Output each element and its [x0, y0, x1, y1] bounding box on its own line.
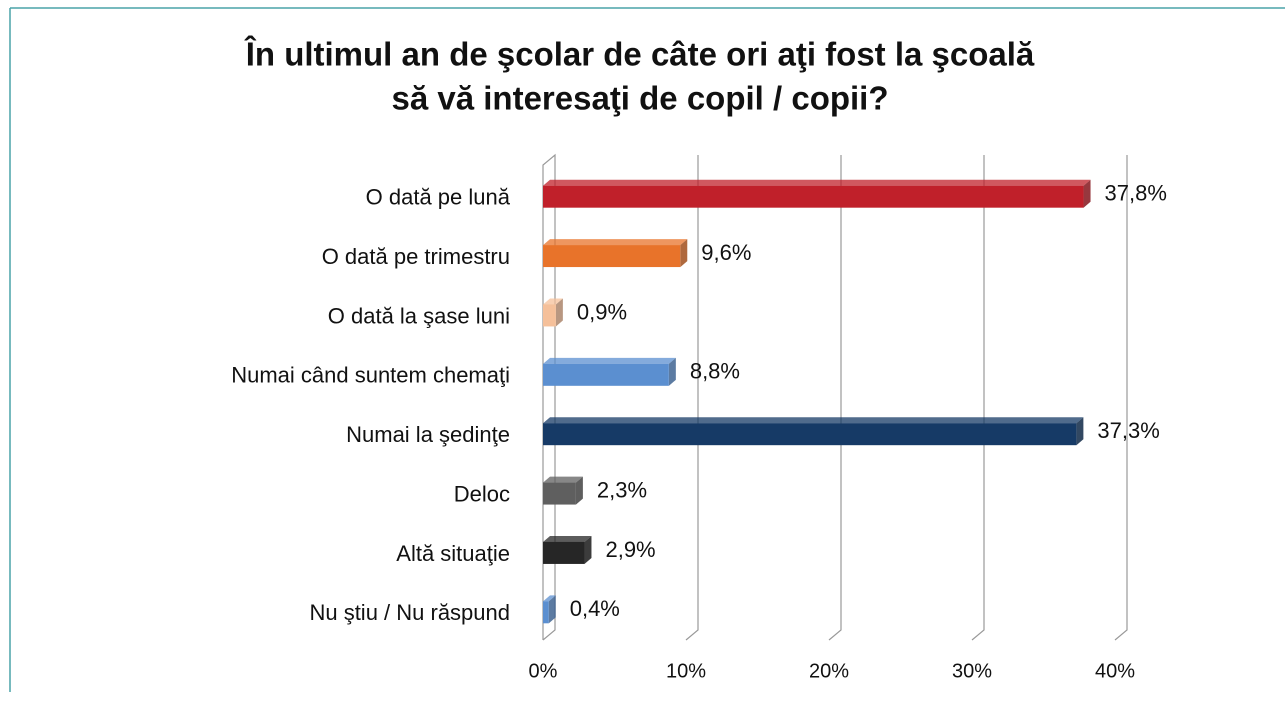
bar-face: [584, 535, 592, 564]
bar-face: [1083, 179, 1091, 208]
bar: [543, 179, 1091, 208]
bar: [543, 239, 688, 268]
bar: [543, 595, 556, 624]
chart-title: să vă interesaţi de copil / copii?: [392, 80, 889, 117]
y-tick-label: O dată la şase luni: [328, 303, 510, 328]
value-label: 37,3%: [1097, 418, 1159, 443]
chart-title: În ultimul an de şcolar de câte ori aţi …: [244, 36, 1035, 73]
bar-face: [543, 476, 583, 483]
bar-face: [543, 239, 688, 246]
x-tick-label: 40%: [1095, 660, 1135, 682]
bar-face: [543, 535, 592, 542]
value-label: 0,4%: [570, 596, 620, 621]
grid-line: [685, 155, 699, 641]
bar-face: [543, 179, 1091, 186]
y-tick-label: O dată pe lună: [366, 185, 511, 210]
bar-face: [548, 595, 556, 624]
bar-face: [543, 185, 1084, 208]
bar-face: [543, 245, 681, 268]
x-tick-label: 0%: [529, 660, 558, 682]
value-label: 9,6%: [701, 240, 751, 265]
bar: [543, 298, 563, 327]
bar-face: [543, 601, 549, 624]
bar-face: [543, 363, 669, 386]
bar: [543, 476, 583, 505]
bar: [543, 417, 1084, 446]
grid-line: [828, 155, 842, 641]
bar-face: [668, 357, 676, 386]
bar-face: [543, 357, 676, 364]
y-tick-label: Nu ştiu / Nu răspund: [309, 600, 510, 625]
bar-face: [543, 595, 556, 602]
bar-face: [555, 298, 563, 327]
value-label: 0,9%: [577, 299, 627, 324]
grid-line: [1114, 155, 1128, 641]
value-label: 8,8%: [690, 359, 740, 384]
x-tick-label: 30%: [952, 660, 992, 682]
x-tick-label: 20%: [809, 660, 849, 682]
bar-face: [1076, 417, 1084, 446]
bar-face: [543, 541, 585, 564]
bar-face: [543, 298, 563, 305]
grid-line: [542, 153, 556, 641]
bar-face: [543, 304, 556, 327]
y-tick-label: Numai la şedinţe: [346, 422, 510, 447]
bar: [543, 535, 592, 564]
grid-line: [971, 155, 985, 641]
value-label: 37,8%: [1105, 181, 1167, 206]
value-label: 2,9%: [605, 537, 655, 562]
bar-face: [543, 482, 576, 505]
y-tick-label: O dată pe trimestru: [322, 244, 510, 269]
bar-face: [543, 423, 1077, 446]
bar-face: [543, 417, 1084, 424]
x-tick-label: 10%: [666, 660, 706, 682]
bar-face: [680, 239, 688, 268]
y-tick-label: Altă situaţie: [396, 541, 510, 566]
bar: [543, 357, 676, 386]
y-tick-label: Deloc: [454, 481, 510, 506]
bar-face: [575, 476, 583, 505]
value-label: 2,3%: [597, 477, 647, 502]
y-tick-label: Numai când suntem chemaţi: [231, 363, 510, 388]
